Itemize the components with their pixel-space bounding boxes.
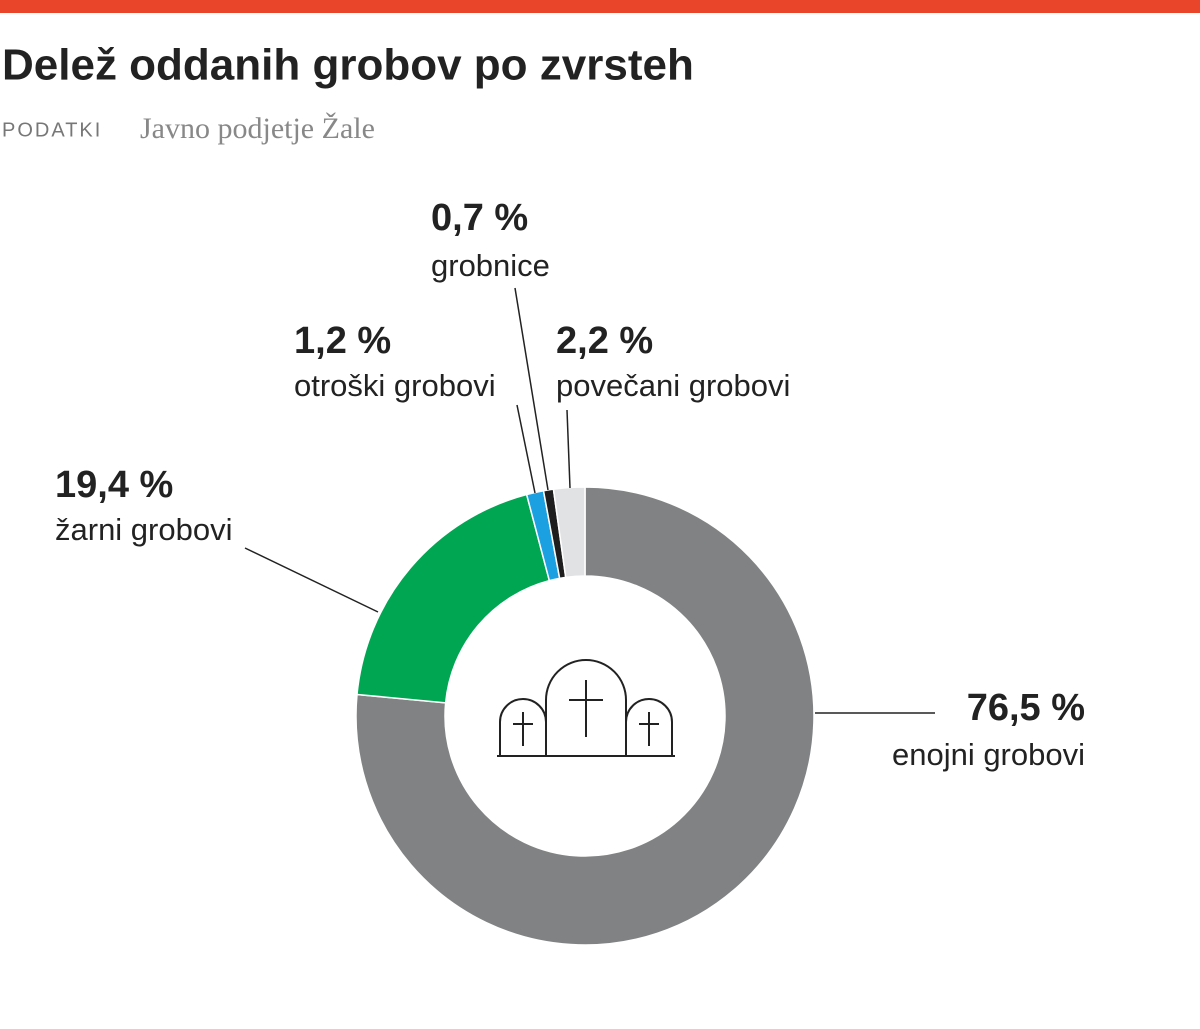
source: Javno podjetje Žale [140, 112, 375, 145]
value-label: 19,4 % [55, 464, 173, 506]
donut-segment [552, 486, 586, 579]
donut-segment [355, 486, 815, 946]
category-label: otroški grobovi [294, 368, 496, 403]
leader-line [516, 404, 536, 494]
leader-line [244, 547, 379, 613]
leader-line [566, 409, 571, 489]
category-label: grobnice [431, 248, 550, 283]
source-label: PODATKI [2, 119, 102, 141]
leader-line [514, 287, 549, 491]
tomb-icon [497, 659, 675, 757]
chart-title: Delež oddanih grobov po zvrsteh [2, 41, 694, 90]
value-label: 1,2 % [294, 320, 391, 362]
category-label: enojni grobovi [892, 737, 1085, 772]
donut-segment [356, 493, 551, 704]
value-label: 0,7 % [431, 197, 528, 239]
value-label: 2,2 % [556, 320, 653, 362]
top-bar [0, 0, 1200, 13]
value-label: 76,5 % [967, 687, 1085, 729]
category-label: žarni grobovi [55, 512, 232, 547]
category-label: povečani grobovi [556, 368, 790, 403]
